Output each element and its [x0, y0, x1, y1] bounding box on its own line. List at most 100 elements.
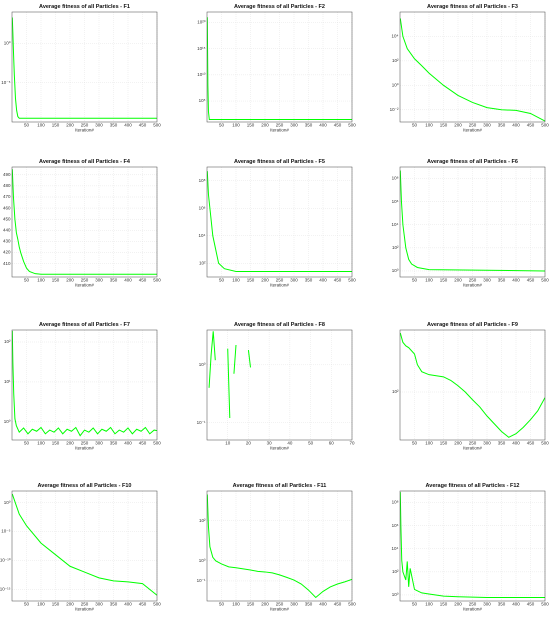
x-axis-label: Iteration# [75, 283, 94, 288]
x-tick-label: 50 [412, 123, 418, 128]
x-tick-label: 500 [541, 123, 549, 128]
x-tick-label: 350 [305, 602, 313, 607]
x-tick-label: 500 [153, 278, 161, 283]
x-tick-label: 500 [348, 278, 356, 283]
y-tick-label: 10⁶ [392, 199, 399, 204]
y-tick-label: 10¹⁵ [197, 46, 206, 51]
y-tick-label: 450 [3, 216, 11, 221]
x-tick-label: 200 [454, 602, 462, 607]
data-line [207, 17, 352, 120]
x-tick-label: 50 [412, 602, 418, 607]
plot-frame [11, 329, 158, 441]
plot-frame [11, 166, 158, 278]
x-tick-label: 300 [95, 441, 103, 446]
y-tick-label: 10⁻⁵ [1, 80, 10, 85]
y-tick-label: 10⁻² [390, 107, 399, 112]
data-line [207, 171, 352, 273]
y-tick-label: 10⁰ [4, 419, 11, 424]
x-tick-label: 400 [512, 441, 520, 446]
y-tick-label: 410 [3, 261, 11, 266]
x-tick-label: 450 [334, 278, 342, 283]
x-tick-label: 500 [541, 441, 549, 446]
x-tick-label: 200 [454, 441, 462, 446]
x-axis-label: Iteration# [463, 607, 482, 612]
x-tick-label: 50 [412, 278, 418, 283]
x-tick-label: 300 [95, 602, 103, 607]
chart-title: Average fitness of all Particles - F3 [427, 4, 518, 10]
x-tick-label: 400 [319, 602, 327, 607]
chart-title: Average fitness of all Particles - F4 [39, 159, 131, 165]
x-tick-label: 100 [232, 123, 240, 128]
chart-title: Average fitness of all Particles - F9 [427, 322, 518, 328]
x-tick-label: 200 [454, 278, 462, 283]
x-tick-label: 50 [24, 441, 30, 446]
chart-title: Average fitness of all Particles - F6 [427, 159, 518, 165]
plot-area [207, 330, 352, 440]
y-tick-label: 10⁴ [392, 546, 399, 551]
y-tick-label: 10⁰ [199, 558, 206, 563]
plot-frame [399, 166, 546, 278]
x-tick-label: 200 [66, 441, 74, 446]
x-tick-label: 150 [247, 602, 255, 607]
x-tick-label: 50 [412, 441, 418, 446]
y-tick-label: 10⁴ [392, 34, 399, 39]
x-tick-label: 250 [469, 602, 477, 607]
y-tick-label: 10² [392, 569, 399, 574]
x-tick-label: 400 [124, 441, 132, 446]
y-tick-label: 10⁸ [199, 178, 206, 183]
x-tick-label: 200 [66, 278, 74, 283]
x-axis-label: Iteration# [463, 128, 482, 133]
x-tick-label: 500 [541, 278, 549, 283]
x-axis-label: Iteration# [75, 128, 94, 133]
x-tick-label: 350 [305, 278, 313, 283]
x-tick-label: 10 [225, 441, 231, 446]
x-tick-label: 150 [52, 123, 60, 128]
data-line [12, 17, 157, 119]
y-tick-label: 10² [199, 260, 206, 265]
x-tick-label: 300 [290, 602, 298, 607]
x-tick-label: 100 [425, 602, 433, 607]
x-tick-label: 400 [124, 123, 132, 128]
x-tick-label: 450 [527, 602, 535, 607]
data-line [208, 331, 251, 419]
x-tick-label: 150 [52, 441, 60, 446]
x-tick-label: 400 [124, 602, 132, 607]
x-tick-label: 300 [95, 278, 103, 283]
data-line [12, 330, 157, 437]
x-tick-label: 100 [425, 123, 433, 128]
x-tick-label: 100 [232, 278, 240, 283]
x-tick-label: 250 [469, 278, 477, 283]
y-tick-label: 10⁸ [392, 176, 399, 181]
x-tick-label: 400 [512, 278, 520, 283]
x-tick-label: 150 [247, 123, 255, 128]
x-tick-label: 150 [440, 278, 448, 283]
x-tick-label: 50 [308, 441, 314, 446]
y-tick-label: 430 [3, 239, 11, 244]
y-tick-label: 10⁻¹⁵ [0, 587, 11, 592]
x-tick-label: 150 [440, 602, 448, 607]
x-axis-label: Iteration# [270, 607, 289, 612]
y-tick-label: 440 [3, 228, 11, 233]
chart-title: Average fitness of all Particles - F10 [38, 483, 132, 489]
x-axis-label: Iteration# [75, 607, 94, 612]
x-tick-label: 300 [95, 123, 103, 128]
y-tick-label: 490 [3, 172, 11, 177]
y-tick-label: 10⁰ [4, 500, 11, 505]
x-tick-label: 50 [219, 602, 225, 607]
plot-frame [11, 11, 158, 123]
y-tick-label: 10¹ [4, 379, 11, 384]
x-tick-label: 250 [276, 602, 284, 607]
x-tick-label: 300 [290, 278, 298, 283]
x-tick-label: 100 [37, 278, 45, 283]
y-tick-label: 10⁰ [392, 268, 399, 273]
data-line [12, 493, 157, 596]
x-tick-label: 100 [425, 441, 433, 446]
y-tick-label: 10² [4, 339, 11, 344]
plot-frame [206, 166, 353, 278]
x-tick-label: 150 [440, 441, 448, 446]
plot-frame [399, 490, 546, 602]
chart-title: Average fitness of all Particles - F11 [233, 483, 327, 489]
y-tick-label: 10¹⁰ [197, 72, 206, 77]
x-tick-label: 100 [37, 602, 45, 607]
